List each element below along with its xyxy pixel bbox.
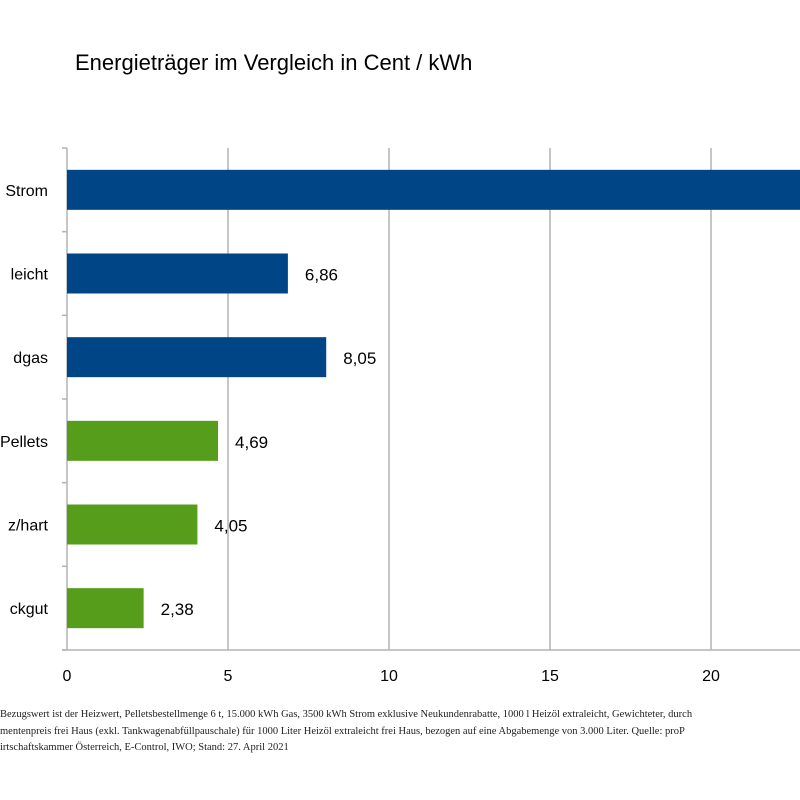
x-tick-label: 15 <box>541 668 559 685</box>
x-tick-label: 10 <box>380 668 398 685</box>
x-tick-label: 0 <box>63 668 72 685</box>
data-label: 8,05 <box>343 349 376 368</box>
data-label: 2,38 <box>161 600 194 619</box>
data-label: 4,69 <box>235 433 268 452</box>
footnote-line-2: mentenpreis frei Haus (exkl. Tankwagenab… <box>0 726 685 737</box>
category-label: ckgut <box>10 601 49 618</box>
bar-2 <box>67 337 327 378</box>
chart-title: Energieträger im Vergleich in Cent / kWh <box>75 50 473 75</box>
category-label: dgas <box>13 350 48 367</box>
category-label: Strom <box>5 183 48 200</box>
data-label: 4,05 <box>214 517 247 536</box>
bar-3 <box>67 420 219 461</box>
footnote-line-3: irtschaftskammer Österreich, E-Control, … <box>0 742 289 753</box>
footnote-line-1: Bezugswert ist der Heizwert, Pelletsbest… <box>0 709 693 720</box>
bar-5 <box>67 588 144 629</box>
bar-1 <box>67 253 288 294</box>
category-label: leicht <box>11 267 49 284</box>
bar-0 <box>67 169 800 210</box>
x-tick-label: 5 <box>224 668 233 685</box>
data-label: 6,86 <box>305 266 338 285</box>
x-tick-label: 20 <box>702 668 720 685</box>
category-label: z/hart <box>8 518 49 535</box>
bar-4 <box>67 504 198 545</box>
category-label: Pellets <box>0 434 48 451</box>
